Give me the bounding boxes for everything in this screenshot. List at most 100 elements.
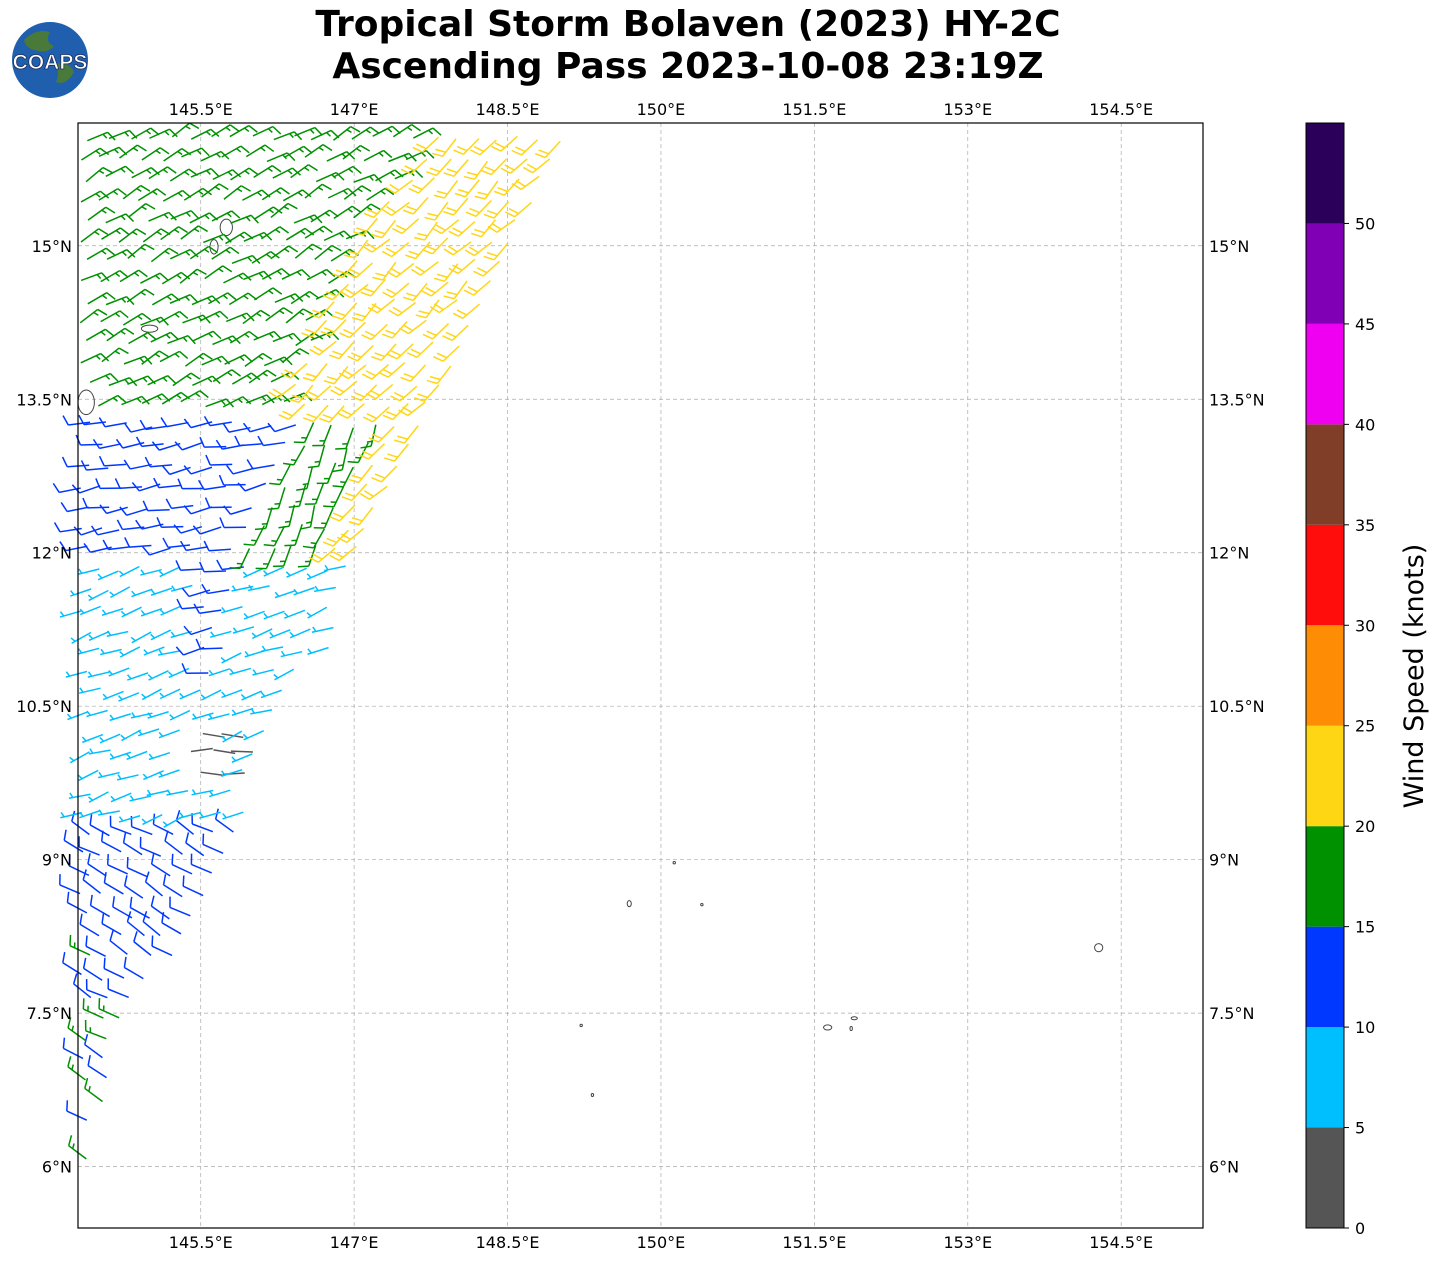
island-coastline xyxy=(823,1024,833,1031)
wind-barb xyxy=(306,569,328,580)
wind-barb xyxy=(169,168,199,182)
wind-barb xyxy=(375,169,404,182)
wind-barb xyxy=(229,667,252,676)
wind-barb xyxy=(171,853,193,875)
wind-barb xyxy=(415,299,440,319)
wind-barb xyxy=(123,355,153,365)
colorbar-tick-label: 40 xyxy=(1355,415,1375,434)
wind-barb xyxy=(158,729,180,739)
wind-barb xyxy=(109,751,132,760)
wind-barb xyxy=(251,250,280,264)
colorbar-segment xyxy=(1306,1027,1344,1128)
wind-barb xyxy=(182,314,211,324)
colorbar-title: Wind Speed (knots) xyxy=(1399,544,1430,809)
wind-barb xyxy=(304,384,332,401)
wind-barb xyxy=(79,308,108,324)
wind-barb xyxy=(85,979,108,999)
wind-barb xyxy=(99,733,121,744)
wind-barb xyxy=(150,895,170,920)
wind-barb xyxy=(433,179,459,199)
wind-barb xyxy=(368,426,395,443)
wind-barb xyxy=(181,663,209,675)
wind-barb xyxy=(182,875,204,897)
wind-barb xyxy=(294,126,323,137)
wind-barb xyxy=(77,647,100,655)
wind-barb xyxy=(81,147,110,161)
wind-barb xyxy=(297,545,317,568)
wind-barb xyxy=(105,213,135,224)
wind-barb xyxy=(307,646,329,655)
wind-barb xyxy=(162,189,192,202)
wind-barb xyxy=(252,668,274,676)
wind-barb xyxy=(230,214,259,224)
wind-barb xyxy=(70,631,92,644)
wind-barb xyxy=(153,477,181,489)
wind-barb xyxy=(90,525,120,536)
colorbar-segment xyxy=(1306,1127,1344,1228)
wind-barb xyxy=(98,417,127,428)
wind-barb xyxy=(465,199,492,217)
wind-barb xyxy=(149,128,178,139)
tick-label-lat-left: 13.5°N xyxy=(16,390,72,409)
wind-barb xyxy=(87,853,107,877)
wind-barb xyxy=(269,464,291,486)
wind-barb xyxy=(181,147,210,158)
wind-barb xyxy=(272,332,302,343)
wind-barb xyxy=(306,606,328,619)
wind-barb xyxy=(219,517,247,529)
wind-barb xyxy=(366,187,395,201)
wind-barb xyxy=(314,585,336,593)
wind-barb xyxy=(140,272,169,284)
wind-barb xyxy=(66,891,88,914)
wind-barb xyxy=(108,667,130,677)
tick-label-lon-bottom: 153°E xyxy=(943,1233,992,1252)
wind-barb xyxy=(169,709,191,721)
tick-label-lat-right: 9°N xyxy=(1209,851,1239,870)
wind-barb xyxy=(332,125,361,141)
wind-barb xyxy=(183,187,213,201)
wind-barb xyxy=(272,167,302,179)
wind-barb xyxy=(123,956,144,980)
wind-barb xyxy=(267,487,286,511)
wind-barb xyxy=(229,548,251,570)
wind-barb xyxy=(142,911,161,937)
wind-barb xyxy=(443,280,468,300)
wind-barb xyxy=(137,188,167,201)
wind-barb xyxy=(159,688,181,700)
island-coastline xyxy=(850,1016,858,1021)
wind-barb xyxy=(443,197,469,216)
wind-barb xyxy=(265,307,294,322)
wind-barb xyxy=(344,239,369,259)
wind-barb xyxy=(221,689,243,699)
wind-barb xyxy=(102,690,124,701)
wind-barb xyxy=(126,857,148,878)
wind-barb xyxy=(180,225,208,240)
wind-barb xyxy=(189,245,218,260)
wind-barb xyxy=(302,363,328,382)
wind-barb xyxy=(147,670,169,681)
wind-barb xyxy=(223,505,252,515)
wind-barb xyxy=(89,814,110,837)
wind-barb xyxy=(68,792,91,799)
wind-barb xyxy=(288,484,307,508)
wind-barb xyxy=(272,544,292,568)
wind-barb xyxy=(142,500,170,512)
wind-barb xyxy=(269,629,291,639)
wind-barb xyxy=(289,628,311,639)
wind-barb xyxy=(231,254,261,265)
wind-barb xyxy=(200,771,223,776)
wind-barb xyxy=(316,462,337,485)
wind-barb xyxy=(159,605,182,616)
island-coastline xyxy=(849,1025,853,1032)
wind-barb xyxy=(130,815,153,836)
wind-barb xyxy=(339,321,366,339)
wind-barb xyxy=(192,525,222,535)
wind-barb xyxy=(392,218,420,235)
wind-barb xyxy=(304,483,325,505)
axis-ticks: 145.5°E 145.5°E 147°E 147°E 148.5°E 148.5°E 15… xyxy=(16,100,1264,1252)
wind-barb xyxy=(139,419,168,431)
wind-barb xyxy=(223,272,252,284)
wind-barb xyxy=(99,504,128,515)
colorbar-segment xyxy=(1306,323,1344,425)
wind-barb xyxy=(131,127,160,140)
